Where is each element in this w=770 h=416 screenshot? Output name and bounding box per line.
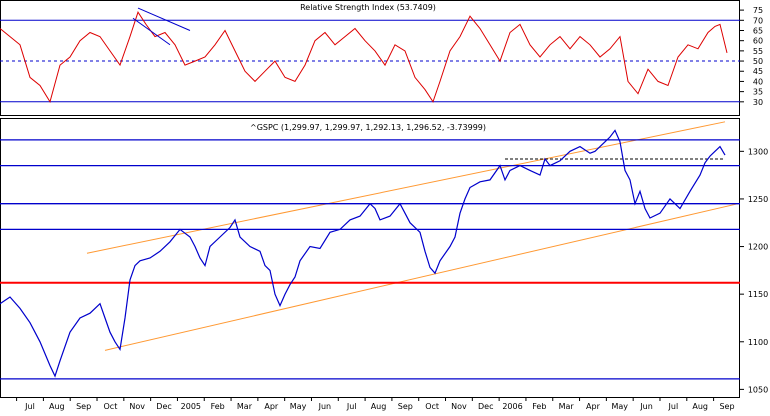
price-x-tick-label: Sep xyxy=(719,402,734,411)
price-y-tick-label: 1300 xyxy=(748,147,768,156)
rsi-y-tick-label: 65 xyxy=(753,26,763,35)
rsi-y-tick-label: 60 xyxy=(753,37,763,46)
price-x-tick-label: Aug xyxy=(371,402,387,411)
price-x-tick-label: Nov xyxy=(129,402,145,411)
rsi-reference-lines xyxy=(0,19,740,103)
price-channel-lines xyxy=(86,121,739,351)
rsi-series-line xyxy=(0,11,728,104)
rsi-panel-frame xyxy=(0,0,740,116)
price-panel-frame xyxy=(0,118,740,398)
rsi-y-tick-label: 35 xyxy=(753,88,763,97)
price-y-tick-label: 1250 xyxy=(748,195,768,204)
price-x-axis: Jul Aug Sep Oct Nov Dec 2005 Feb Mar Apr May Jun Jul… xyxy=(16,397,735,411)
price-channel-line xyxy=(104,203,739,351)
price-x-tick-label: Apr xyxy=(586,402,601,411)
price-x-tick-label: Feb xyxy=(211,402,225,411)
price-x-tick-label: Dec xyxy=(478,402,493,411)
price-x-tick-label: Jun xyxy=(639,402,653,411)
price-panel-title: ^GSPC (1,299.97, 1,299.97, 1,292.13, 1,2… xyxy=(250,123,486,132)
price-x-tick-label: Aug xyxy=(692,402,708,411)
price-x-tick-label: Apr xyxy=(264,402,279,411)
price-x-tick-label: Mar xyxy=(559,402,575,411)
rsi-trend-line xyxy=(132,17,171,46)
price-x-tick-label: Sep xyxy=(398,402,413,411)
price-support-resistance-lines xyxy=(0,139,740,380)
price-y-axis: 1050 1100 1150 1200 1250 1300 xyxy=(740,147,768,394)
price-x-tick-label: 2006 xyxy=(502,402,522,411)
price-y-tick-label: 1050 xyxy=(748,385,768,394)
price-x-tick-label: Oct xyxy=(425,402,439,411)
rsi-y-tick-label: 55 xyxy=(753,47,763,56)
price-y-tick-label: 1200 xyxy=(748,243,768,252)
rsi-y-tick-label: 45 xyxy=(753,67,763,76)
price-x-tick-label: Aug xyxy=(49,402,65,411)
price-channel-line xyxy=(86,121,726,254)
rsi-trend-line xyxy=(137,7,191,31)
rsi-y-tick-label: 70 xyxy=(753,16,763,25)
price-series-line xyxy=(0,129,726,378)
price-x-tick-label: May xyxy=(290,402,307,411)
rsi-y-tick-label: 75 xyxy=(753,6,763,15)
rsi-y-tick-label: 30 xyxy=(753,98,763,107)
rsi-y-tick-label: 40 xyxy=(753,77,763,86)
price-x-tick-label: Oct xyxy=(104,402,118,411)
price-x-tick-label: Sep xyxy=(76,402,91,411)
price-x-tick-label: Feb xyxy=(532,402,546,411)
price-y-tick-label: 1150 xyxy=(748,290,768,299)
price-x-tick-label: Jul xyxy=(668,402,679,411)
price-x-tick-label: Jul xyxy=(24,402,35,411)
price-x-tick-label: Mar xyxy=(237,402,253,411)
rsi-y-tick-label: 50 xyxy=(753,57,763,66)
price-x-tick-label: Jul xyxy=(346,402,357,411)
rsi-panel-title: Relative Strength Index (53.7409) xyxy=(300,3,436,12)
price-x-tick-label: Jun xyxy=(318,402,332,411)
price-x-tick-label: Nov xyxy=(451,402,467,411)
price-x-tick-label: 2005 xyxy=(181,402,201,411)
price-y-tick-label: 1100 xyxy=(748,338,768,347)
price-x-tick-label: Dec xyxy=(156,402,171,411)
rsi-trend-annotations xyxy=(132,7,191,46)
price-x-tick-label: May xyxy=(611,402,628,411)
